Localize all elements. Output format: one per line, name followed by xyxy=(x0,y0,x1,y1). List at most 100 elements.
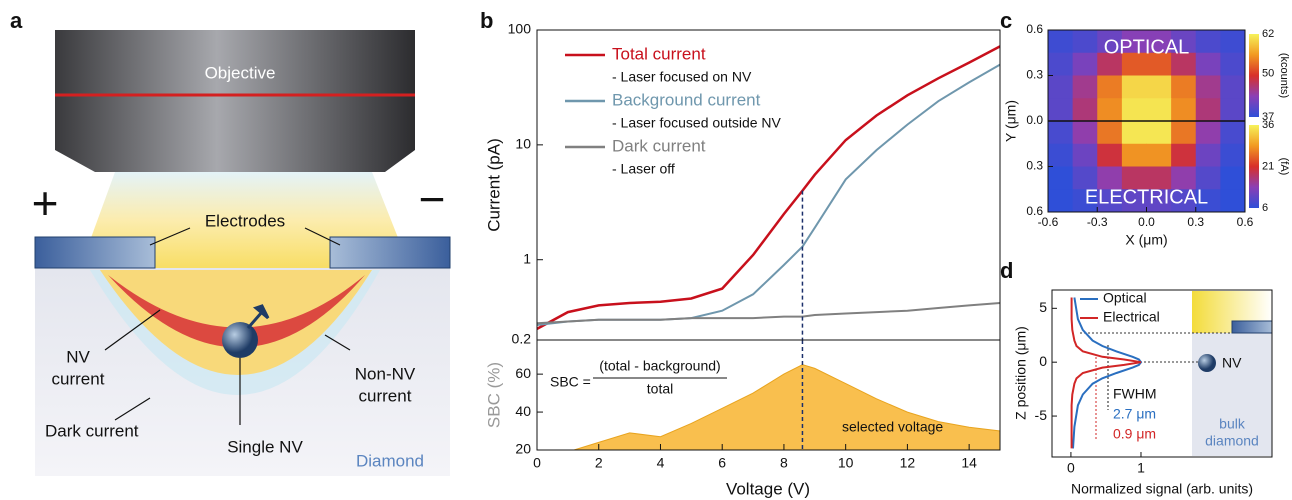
objective-label: Objective xyxy=(205,63,276,82)
heat-cell xyxy=(1121,189,1147,213)
y-tick-label: 5 xyxy=(1039,299,1047,315)
heat-cell xyxy=(1220,52,1246,76)
heat-cell xyxy=(1097,98,1123,122)
frame xyxy=(536,29,1001,341)
x-tick-label: 4 xyxy=(657,455,665,471)
heat-cell xyxy=(1220,166,1246,190)
heat-cell xyxy=(1171,166,1197,190)
heat-cell xyxy=(1171,52,1197,76)
heat-cell xyxy=(1121,30,1147,54)
heat-cell xyxy=(1146,189,1172,213)
fwhm-value: 0.9 μm xyxy=(1113,426,1156,442)
electrodes-label: Electrodes xyxy=(205,211,285,230)
heat-cell xyxy=(1146,98,1172,122)
heat-cell xyxy=(1048,121,1074,145)
heat-cell xyxy=(1097,121,1123,145)
colorbar-unit: (kcounts) xyxy=(1278,53,1290,98)
heat-cell xyxy=(1048,30,1074,54)
colorbar-tick-label: 21 xyxy=(1262,160,1274,172)
y-tick-label: 10 xyxy=(515,136,531,152)
y-axis-label: Z position (μm) xyxy=(1013,326,1029,420)
heat-cell xyxy=(1171,189,1197,213)
legend-label: Total current xyxy=(612,44,706,63)
minus-sign: − xyxy=(419,173,446,225)
heat-cell xyxy=(1195,189,1221,213)
diamond-label: Diamond xyxy=(356,451,424,470)
heat-cell xyxy=(1097,75,1123,99)
colorbar-tick-label: 6 xyxy=(1262,202,1268,214)
x-tick-label: 6 xyxy=(718,455,726,471)
electrode xyxy=(329,236,451,269)
legend-label: Electrical xyxy=(1103,309,1160,325)
objective xyxy=(55,30,415,172)
heat-cell xyxy=(1072,143,1098,167)
heat-cell xyxy=(1072,30,1098,54)
colorbar-tick-label: 62 xyxy=(1262,28,1274,40)
heat-cell xyxy=(1195,166,1221,190)
colorbar-tick-label: 50 xyxy=(1262,68,1274,80)
legend-note: - Laser focused outside NV xyxy=(612,115,782,131)
heat-cell xyxy=(1195,52,1221,76)
x-tick-label: 10 xyxy=(838,455,854,471)
heat-cell xyxy=(1195,75,1221,99)
heat-cell xyxy=(1171,75,1197,99)
inset-nv xyxy=(1198,354,1216,372)
heat-cell xyxy=(1048,189,1074,213)
legend-label: Background current xyxy=(612,90,761,109)
y-tick-label: 0.3 xyxy=(1026,159,1043,173)
x-axis-label: X (μm) xyxy=(1125,232,1167,248)
heat-cell xyxy=(1097,189,1123,213)
frame xyxy=(1051,289,1273,458)
electrode xyxy=(34,236,156,269)
heat-cell xyxy=(1097,30,1123,54)
heat-cell xyxy=(1146,121,1172,145)
x-axis-label: Normalized signal (arb. units) xyxy=(1071,481,1253,497)
heat-cell xyxy=(1097,166,1123,190)
frame xyxy=(536,339,1001,451)
y-tick-label: 0.6 xyxy=(1026,22,1043,36)
heat-cell xyxy=(1146,30,1172,54)
heat-cell xyxy=(1048,166,1074,190)
x-axis-label: Voltage (V) xyxy=(726,479,810,498)
heat-cell xyxy=(1121,121,1147,145)
colorbar xyxy=(1249,125,1259,208)
single-nv xyxy=(222,322,258,358)
heat-cell xyxy=(1048,143,1074,167)
heat-cell xyxy=(1195,30,1221,54)
fwhm-value: 2.7 μm xyxy=(1113,406,1156,422)
x-tick-label: 8 xyxy=(780,455,788,471)
dark-current-label: Dark current xyxy=(45,421,139,440)
panel-label: d xyxy=(1000,258,1013,283)
legend-label: Dark current xyxy=(612,136,706,155)
y-tick-label: 0 xyxy=(1039,353,1047,369)
non-nv-current-label: current xyxy=(359,386,412,405)
inset-diamond xyxy=(1192,333,1272,456)
heat-cell xyxy=(1220,189,1246,213)
diagram: a Objective Electrodes + − NV current No… xyxy=(10,8,451,476)
heat-cell xyxy=(1097,52,1123,76)
heat-cell xyxy=(1220,98,1246,122)
heat-cell xyxy=(1121,98,1147,122)
heat-cell xyxy=(1072,75,1098,99)
y-tick-label: 0.0 xyxy=(1026,113,1043,127)
heat-cell xyxy=(1121,75,1147,99)
line xyxy=(536,63,1001,326)
colorbar-unit: (fA) xyxy=(1278,158,1290,176)
heat-cell xyxy=(1171,30,1197,54)
y-axis-label: Y (μm) xyxy=(1003,100,1019,142)
bulk-label: diamond xyxy=(1205,433,1259,449)
heat-cell xyxy=(1121,52,1147,76)
y-tick-label: -5 xyxy=(1035,407,1048,423)
heat-cell xyxy=(1220,30,1246,54)
map-title: OPTICAL xyxy=(1104,36,1190,58)
bulk-label: bulk xyxy=(1219,416,1246,432)
x-tick-label: 0 xyxy=(1067,460,1075,476)
heat-cell xyxy=(1171,98,1197,122)
x-tick-label: 12 xyxy=(900,455,916,471)
heat-cell xyxy=(1121,166,1147,190)
colorbar xyxy=(1249,34,1259,117)
line xyxy=(1070,297,1142,449)
y-tick-label: 0.3 xyxy=(1026,68,1043,82)
x-tick-label: -0.6 xyxy=(1038,215,1059,229)
